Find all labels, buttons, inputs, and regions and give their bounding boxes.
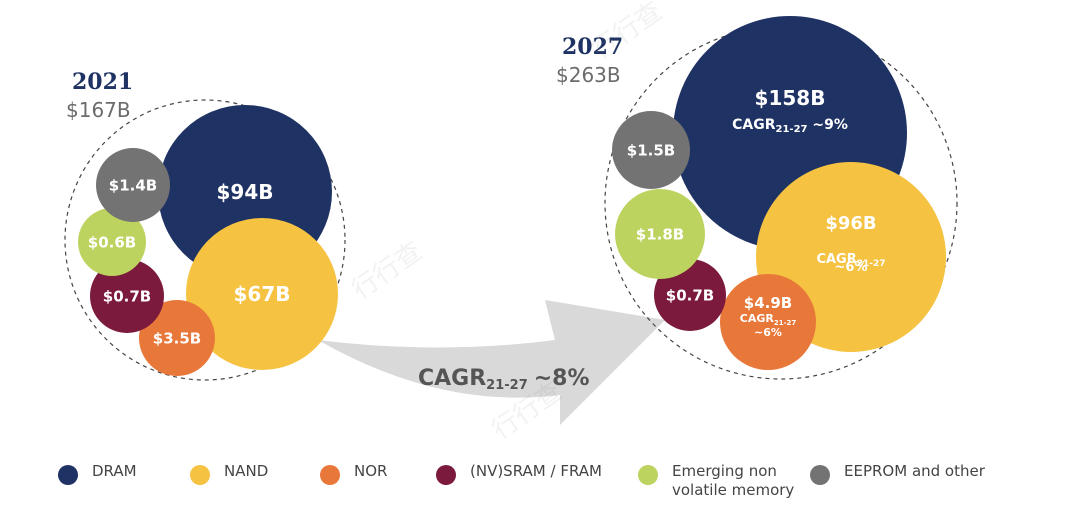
- svg-text:行行查: 行行查: [587, 0, 668, 66]
- bubble-value-label: $67B: [234, 282, 291, 306]
- bubble-circle: [720, 274, 816, 370]
- legend-swatch-nvsram-fram: [436, 465, 456, 485]
- bubble-circle: [615, 189, 705, 279]
- legend-swatch-emerging-nvm: [638, 465, 658, 485]
- total-2021: $167B: [66, 98, 131, 122]
- bubble-value-label: $1.8B: [636, 225, 684, 243]
- panel-2027-outline: [604, 26, 958, 380]
- bubble-circle: [90, 259, 164, 333]
- bubble-value-label: $94B: [217, 180, 274, 204]
- bubble-2021-nand: $67B: [186, 218, 338, 370]
- legend-item-emerging-nvm: Emerging non volatile memory: [638, 462, 794, 500]
- legend-label-dram: DRAM: [92, 462, 137, 480]
- bubble-value-label: $1.4B: [109, 176, 157, 194]
- bubble-circle: [78, 208, 146, 276]
- bubble-circle: [139, 300, 215, 376]
- legend-swatch-dram: [58, 465, 78, 485]
- legend-swatch-eeprom-other: [810, 465, 830, 485]
- bubble-cagr-label: CAGR21-27: [816, 252, 885, 269]
- panel-2021-outline: [64, 99, 346, 381]
- legend-item-nor: NOR: [320, 462, 387, 485]
- legend-label-nand: NAND: [224, 462, 269, 480]
- legend-swatch-nor: [320, 465, 340, 485]
- bubble-2027-emerging-non-volatile-memory: $1.8B: [615, 189, 705, 279]
- bubble-circle: [612, 111, 690, 189]
- bubble-value-label: $0.7B: [103, 287, 151, 305]
- legend-label-nvsram-fram: (NV)SRAM / FRAM: [470, 462, 602, 480]
- bubble-cagr-label: CAGR21-27 ~9%: [732, 117, 848, 135]
- legend-item-nand: NAND: [190, 462, 268, 485]
- bubble-circle: [96, 148, 170, 222]
- bubble-circle: [186, 218, 338, 370]
- bubble-2021-nor: $3.5B: [139, 300, 215, 376]
- total-2027: $263B: [556, 63, 621, 87]
- growth-arrow: [318, 300, 665, 425]
- bubble-value-label: $96B: [825, 213, 876, 234]
- overall-cagr-label: CAGR21-27 ~8%: [418, 366, 590, 393]
- bubble-2021-emerging-non-volatile-memory: $0.6B: [78, 208, 146, 276]
- year-2027: 2027: [562, 34, 623, 60]
- legend-label-eeprom-other: EEPROM and other: [844, 462, 985, 480]
- bubble-value-label: $0.6B: [88, 233, 136, 251]
- legend-item-eeprom-other: EEPROM and other: [810, 462, 985, 485]
- svg-text:行行查: 行行查: [347, 236, 428, 305]
- bubble-2027-eeprom-and-other: $1.5B: [612, 111, 690, 189]
- bubble-cagr-label: CAGR21-27: [740, 312, 797, 327]
- legend-item-nvsram-fram: (NV)SRAM / FRAM: [436, 462, 602, 485]
- legend-label-emerging-nvm: Emerging non volatile memory: [672, 462, 795, 499]
- year-2021: 2021: [72, 69, 133, 95]
- legend-label-nor: NOR: [354, 462, 388, 480]
- bubbles-layer: $94B $67B $3.5B $0.7B $0.6B $1.4B $158B CAGR21-…: [78, 16, 946, 376]
- bubble-value-label: $4.9B: [744, 294, 792, 312]
- bubble-cagr-value: ~6%: [835, 260, 868, 275]
- bubble-value-label: $158B: [755, 86, 826, 110]
- legend-swatch-nand: [190, 465, 210, 485]
- legend-item-dram: DRAM: [58, 462, 137, 485]
- bubble-value-label: $3.5B: [153, 329, 201, 347]
- bubble-value-label: $0.7B: [666, 286, 714, 304]
- bubble-value-label: $1.5B: [627, 141, 675, 159]
- bubble-cagr-value: ~6%: [754, 326, 782, 339]
- legend: DRAM NAND NOR (NV)SRAM / FRAM Emerging n…: [0, 462, 1080, 512]
- bubble-2021-eeprom-and-other: $1.4B: [96, 148, 170, 222]
- bubble-2021-nv-sram-fram: $0.7B: [90, 259, 164, 333]
